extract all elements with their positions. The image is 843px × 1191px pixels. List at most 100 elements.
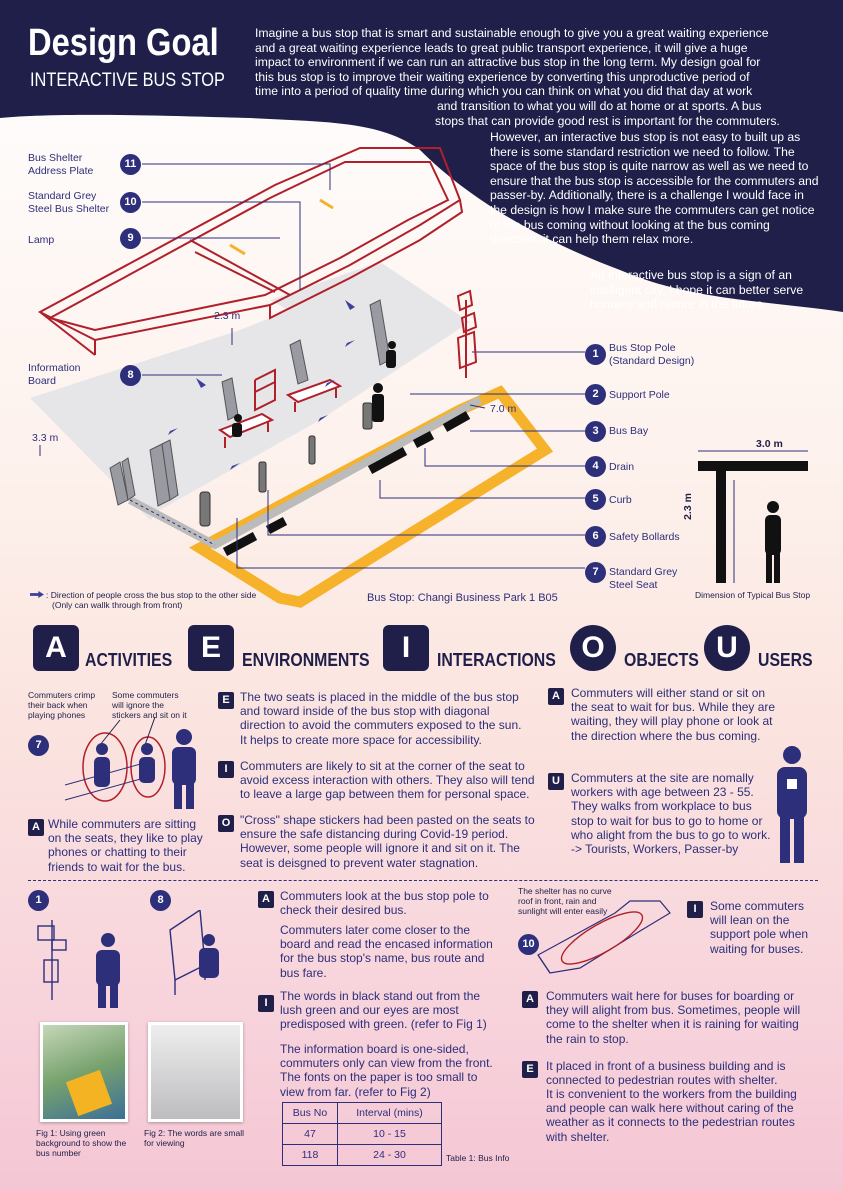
interactions-text: Commuters are likely to sit at the corne… [240, 759, 535, 802]
badge-a: A [548, 688, 564, 705]
label-steel-shelter: Standard Grey Steel Bus Shelter [28, 190, 118, 216]
badge-u: U [548, 773, 564, 790]
label-text: Lamp [28, 234, 55, 246]
dimension-label: 7.0 m [490, 403, 517, 415]
table-cell: 118 [282, 1144, 338, 1166]
table-row: 47 10 - 15 [282, 1123, 442, 1145]
fig2-photo [148, 1022, 243, 1122]
fig1-caption: Fig 1: Using green background to show th… [36, 1128, 127, 1158]
legend-line: (Only can wallk through from front) [52, 600, 183, 610]
seated-commuters-illustration [64, 716, 196, 809]
label-bus-stop-pole: Bus Stop Pole (Standard Design) [609, 342, 695, 367]
number-badge-8: 8 [150, 890, 171, 911]
table-cell: 47 [282, 1123, 338, 1145]
label-information-board: Information Board [28, 362, 98, 388]
typical-bus-stop-caption: Dimension of Typical Bus Stop [695, 590, 811, 600]
badge-o: O [218, 815, 234, 832]
label-text: Bus Shelter Address Plate [28, 152, 94, 177]
heading-users: USERS [758, 650, 813, 670]
label-support-pole: Support Pole [609, 389, 670, 401]
challenge-paragraph: However, an interactive bus stop is not … [490, 130, 819, 247]
activities-text: While commuters are sitting on the seats… [48, 817, 203, 874]
number-badge-10: 10 [518, 934, 539, 955]
number-badge-3: 3 [585, 421, 606, 442]
page-title: Design Goal [28, 22, 219, 64]
heading-activities: ACTIVITIES [85, 650, 173, 670]
environments-text-2: It placed in front of a business buildin… [546, 1059, 786, 1088]
legend-text: : Direction of people cross the bus stop… [46, 590, 256, 610]
dashed-edge [129, 499, 216, 546]
table-header: Interval (mins) [337, 1102, 442, 1124]
fig1-photo [40, 1022, 128, 1122]
activities-text-2: Commuters will either stand or sit on th… [571, 686, 776, 743]
dimension-label: 2.3 m [214, 310, 241, 322]
bus-stop-name: Bus Stop: Changi Business Park 1 B05 [367, 592, 558, 604]
label-lamp: Lamp [28, 234, 54, 247]
dimension-arrows [39, 328, 486, 456]
objects-text: "Cross" shape stickers had been pasted o… [240, 813, 535, 870]
label-bus-bay: Bus Bay [609, 425, 649, 437]
lamp-marks [229, 198, 334, 256]
badge-e: E [522, 1061, 538, 1078]
intro-line: and a great waiting experience leads to … [255, 40, 748, 55]
table-header: Bus No [282, 1102, 338, 1124]
environments-text: The two seats is placed in the middle of… [240, 690, 522, 747]
leader-lines [142, 163, 585, 569]
letter-block-i: I [383, 625, 429, 671]
number-badge-6: 6 [585, 526, 606, 547]
isometric-bus-stop-diagram [30, 147, 585, 608]
intro-paragraph: Imagine a bus stop that is smart and sus… [255, 26, 825, 128]
number-badge-4: 4 [585, 456, 606, 477]
pole-and-board-illustration [37, 910, 219, 1008]
letter-block-a: A [33, 625, 79, 671]
number-badge-5: 5 [585, 489, 606, 510]
header-background [0, 0, 843, 312]
vision-paragraph: An interactive bus stop is a sign of an … [590, 268, 804, 312]
people-figures [232, 341, 396, 437]
users-text-body: Commuters at the site are nomally worker… [571, 771, 771, 842]
badge-a: A [28, 819, 44, 836]
number-badge-11: 11 [120, 154, 141, 175]
heading-environments: ENVIRONMENTS [242, 650, 370, 670]
section-divider [28, 880, 818, 881]
interactions-text-2: The words in black stand out from the lu… [280, 989, 487, 1032]
label-drain: Drain [609, 461, 635, 473]
label-steel-seat: Standard Grey Steel Seat [609, 566, 678, 591]
label-text: Standard Grey Steel Bus Shelter [28, 190, 110, 215]
table-caption: Table 1: Bus Info [446, 1153, 510, 1163]
letter-block-u: U [704, 625, 750, 671]
number-badge-10: 10 [120, 192, 141, 213]
number-badge-9: 9 [120, 228, 141, 249]
bus-stop-pole-sign [456, 289, 478, 378]
intro-line: time into a period of quality time durin… [255, 84, 753, 99]
badge-e: E [218, 692, 234, 709]
activities-text-3: Commuters look at the bus stop pole to c… [280, 889, 489, 918]
dimension-label: 2.3 m [681, 493, 694, 520]
bus-sign-icon [65, 1069, 113, 1117]
note-crimp-back: Commuters crimp their back when playing … [28, 690, 96, 720]
intro-line: Imagine a bus stop that is smart and sus… [255, 26, 769, 40]
fig2-caption: Fig 2: The words are small for viewing [144, 1128, 244, 1148]
intro-line: impact to environment if we can run an a… [255, 55, 761, 70]
number-badge-1: 1 [585, 344, 606, 365]
legend-arrow-icon [30, 591, 44, 598]
badge-a: A [258, 891, 274, 908]
intro-line: and transition to what you will do at ho… [437, 98, 762, 113]
users-text: Commuters at the site are nomally worker… [571, 771, 771, 856]
page-subtitle: INTERACTIVE BUS STOP [30, 70, 225, 91]
bus-info-table: Bus No Interval (mins) 47 10 - 15 118 24… [282, 1102, 442, 1166]
table-header-row: Bus No Interval (mins) [282, 1102, 442, 1124]
table-cell: 10 - 15 [337, 1123, 442, 1145]
activities-text-4: Commuters later come closer to the board… [280, 923, 493, 980]
number-badge-2: 2 [585, 384, 606, 405]
shelter-note: The shelter has no curve roof in front, … [518, 886, 612, 916]
badge-i: I [258, 995, 274, 1012]
letter-block-o: O [570, 625, 616, 671]
direction-arrows [168, 300, 355, 470]
number-badge-8: 8 [120, 365, 141, 386]
support-railing [254, 368, 276, 412]
number-badge-7: 7 [585, 562, 606, 583]
safety-bollards [199, 402, 373, 527]
table-cell: 24 - 30 [337, 1144, 442, 1166]
activities-text-5: Commuters wait here for buses for boardi… [546, 989, 801, 1046]
